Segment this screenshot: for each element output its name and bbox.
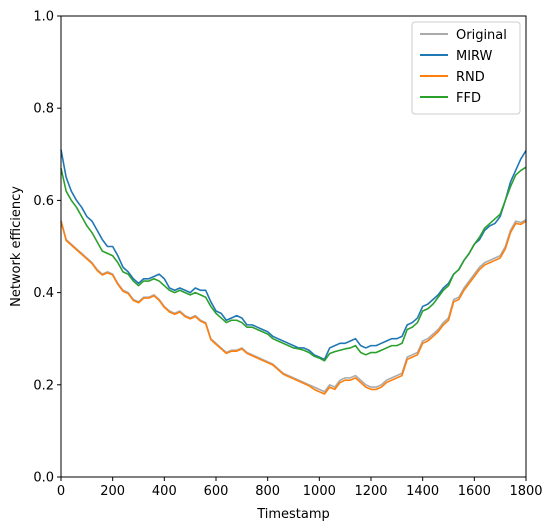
x-axis-label: Timestamp	[256, 507, 330, 522]
x-tick-label: 1000	[303, 484, 336, 499]
y-tick-label: 0.2	[33, 378, 54, 393]
legend-label: RND	[456, 70, 485, 85]
x-tick-label: 400	[152, 484, 177, 499]
x-tick-label: 800	[255, 484, 280, 499]
legend: Original MIRW RND FFD	[411, 21, 521, 115]
y-axis-label: Network efficiency	[9, 186, 24, 307]
series-line-ffd	[60, 166, 527, 362]
series-line-mirw	[60, 149, 527, 361]
x-tick-label: 200	[100, 484, 125, 499]
y-tick-label: 0.0	[33, 471, 54, 486]
x-axis: 0 200 400 600 800 1000 1200 1400 1600 1800	[57, 477, 543, 499]
y-axis: 0.0 0.2 0.4 0.6 0.8 1.0	[33, 10, 61, 486]
x-tick-label: 1800	[509, 484, 542, 499]
x-tick-label: 600	[204, 484, 229, 499]
x-tick-label: 1600	[458, 484, 491, 499]
plot-border	[60, 15, 527, 478]
series-line-rnd	[60, 220, 527, 395]
y-tick-label: 0.8	[33, 102, 54, 117]
series-layer	[60, 149, 527, 395]
legend-box	[411, 21, 521, 115]
y-tick-label: 0.4	[33, 286, 54, 301]
y-tick-label: 1.0	[33, 10, 54, 25]
x-tick-label: 1200	[354, 484, 387, 499]
x-tick-label: 0	[57, 484, 65, 499]
x-tick-label: 1400	[406, 484, 439, 499]
legend-label: FFD	[456, 91, 481, 106]
legend-label: MIRW	[456, 49, 493, 64]
legend-label: Original	[456, 28, 507, 43]
y-tick-label: 0.6	[33, 194, 54, 209]
